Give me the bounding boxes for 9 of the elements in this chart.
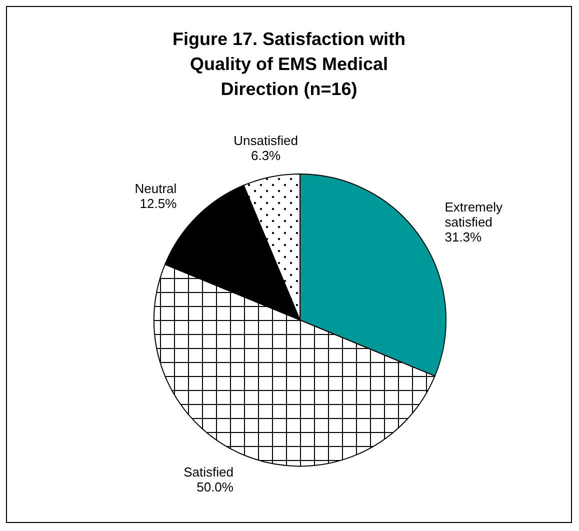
slice-label: Unsatisfied xyxy=(234,133,298,148)
slice-label: Neutral xyxy=(134,181,177,196)
data-label: 31.3% xyxy=(444,230,482,245)
data-label: 12.5% xyxy=(140,196,178,212)
slice-label: Extremely satisfied xyxy=(444,200,504,230)
slice-label: Satisfied xyxy=(184,464,234,480)
chart-title: Figure 17. Satisfaction with Quality of EMS Medical Direction (n=16) xyxy=(172,29,406,99)
data-label: 6.3% xyxy=(251,148,282,164)
data-label: 50.0% xyxy=(196,480,234,495)
